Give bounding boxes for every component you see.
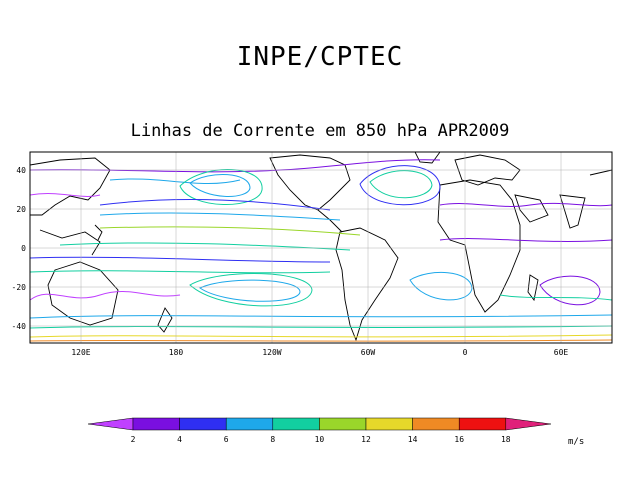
coast-indonesia: [39, 229, 101, 256]
colorbar-segment: [225, 417, 274, 431]
streamlines: [29, 159, 613, 342]
colorbar-max-arrow: [505, 417, 552, 431]
coast-arabia: [514, 194, 549, 223]
coast-philippines: [94, 224, 103, 241]
colorbar-segment: [132, 417, 180, 431]
lat-tick-label: 0: [21, 244, 26, 253]
lat-tick-label: -20: [12, 283, 27, 292]
lon-tick-label: 60W: [361, 348, 376, 357]
coastlines: [29, 151, 613, 342]
colorbar-label: 8: [270, 435, 275, 444]
coast-south-america: [335, 227, 399, 342]
map-frame: [29, 151, 613, 344]
coast-madagascar: [527, 274, 539, 302]
colorbar-label: 12: [361, 435, 371, 444]
map-panel: [29, 151, 613, 344]
graticule: [30, 152, 612, 343]
lat-tick-label: -40: [12, 322, 27, 331]
coast-asia-east-edge: [589, 169, 613, 176]
lat-tick-label: 40: [16, 166, 26, 175]
colorbar-label: 14: [408, 435, 418, 444]
colorbar-unit: m/s: [568, 437, 584, 447]
coast-india: [559, 194, 586, 229]
coast-europe: [454, 154, 521, 186]
main-title: INPE/CPTEC: [236, 42, 404, 72]
coast-asia: [29, 157, 111, 216]
colorbar-segment: [458, 417, 507, 431]
coast-central-america: [317, 209, 343, 233]
coast-north-america: [269, 154, 351, 211]
colorbar-segment: [272, 417, 320, 431]
colorbar-min-arrow: [87, 417, 134, 431]
coast-australia: [47, 261, 119, 326]
lon-tick-label: 180: [169, 348, 184, 357]
subtitle: Linhas de Corrente em 850 hPa APR2009: [130, 121, 510, 141]
colorbar-segment: [319, 417, 367, 431]
coast-africa: [437, 179, 521, 313]
lon-tick-label: 120E: [71, 348, 90, 357]
colorbar-segment: [365, 417, 413, 431]
colorbar-segment: [179, 417, 227, 431]
colorbar-label: 4: [177, 435, 182, 444]
colorbar-label: 6: [224, 435, 229, 444]
colorbar-segment: [412, 417, 460, 431]
lat-axis: 40 20 0 -20 -40: [12, 166, 27, 331]
lon-tick-label: 60E: [554, 348, 569, 357]
colorbar-label: 16: [454, 435, 464, 444]
coast-new-zealand: [157, 307, 173, 333]
lon-tick-label: 120W: [262, 348, 281, 357]
colorbar-label: 10: [315, 435, 325, 444]
colorbar-label: 18: [501, 435, 511, 444]
lon-axis: 120E 180 120W 60W 0 60E: [71, 348, 568, 357]
colorbar: 2 4 6 8 10 12 14 16 18 m/s: [87, 417, 584, 447]
colorbar-label: 2: [131, 435, 136, 444]
lat-tick-label: 20: [16, 205, 26, 214]
lon-tick-label: 0: [463, 348, 468, 357]
